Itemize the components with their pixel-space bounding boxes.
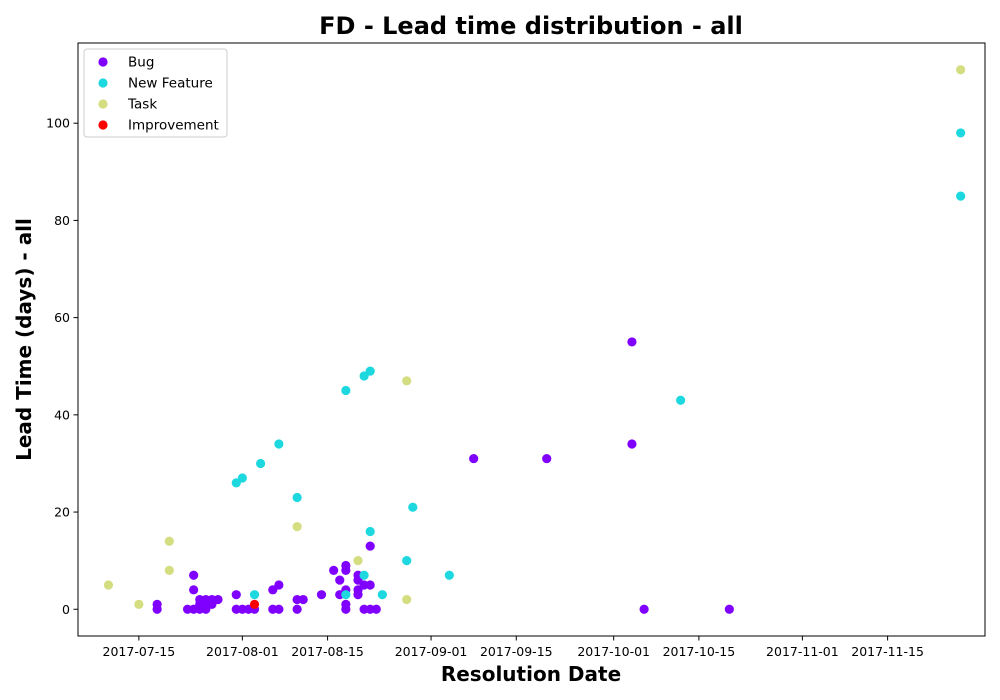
y-tick-label: 80 xyxy=(54,213,70,228)
legend-marker xyxy=(98,57,108,67)
data-point xyxy=(956,65,966,75)
data-point xyxy=(377,590,387,600)
y-tick-label: 0 xyxy=(62,602,70,617)
plot-area xyxy=(103,65,966,614)
data-point xyxy=(134,599,144,610)
data-point xyxy=(189,570,199,580)
x-tick-label: 2017-09-01 xyxy=(395,644,468,659)
data-point xyxy=(724,604,734,614)
x-tick-label: 2017-10-01 xyxy=(577,644,650,659)
data-point xyxy=(341,590,351,600)
legend-label: Task xyxy=(127,97,157,113)
data-point xyxy=(353,556,363,566)
data-point xyxy=(956,128,966,138)
data-point xyxy=(249,590,260,600)
data-point xyxy=(627,439,637,449)
data-point xyxy=(298,594,308,605)
x-tick-label: 2017-11-15 xyxy=(851,644,924,659)
series-improvement xyxy=(249,599,260,610)
data-point xyxy=(956,191,966,201)
legend-label: Bug xyxy=(128,55,154,71)
legend: Bug New Feature Task Improvement xyxy=(83,48,228,138)
data-point xyxy=(469,453,479,464)
data-point xyxy=(256,458,266,469)
series-new-feature xyxy=(231,128,966,600)
data-point xyxy=(164,536,174,546)
legend-box xyxy=(83,48,228,138)
data-point xyxy=(164,565,174,575)
y-axis-label: Lead Time (days) - all xyxy=(12,218,36,461)
data-point xyxy=(676,395,686,405)
x-tick-label: 2017-11-01 xyxy=(766,644,839,659)
data-point xyxy=(231,590,241,600)
legend-marker xyxy=(98,78,108,88)
x-tick-label: 2017-10-15 xyxy=(663,644,736,659)
legend-label: New Feature xyxy=(128,76,213,92)
data-point xyxy=(237,473,247,483)
y-tick-label: 40 xyxy=(54,407,70,422)
plot-frame xyxy=(77,42,986,637)
data-point xyxy=(249,599,260,610)
data-point xyxy=(371,604,381,614)
data-point xyxy=(639,604,649,614)
data-point xyxy=(103,580,114,590)
data-point xyxy=(542,453,552,464)
y-tick-label: 60 xyxy=(54,310,70,325)
legend-label: Improvement xyxy=(128,118,219,134)
x-tick-label: 2017-09-15 xyxy=(480,644,553,659)
x-tick-label: 2017-08-01 xyxy=(206,644,279,659)
data-point xyxy=(274,604,284,614)
data-point xyxy=(152,604,162,614)
data-point xyxy=(274,439,284,449)
data-point xyxy=(627,337,637,347)
x-tick-label: 2017-07-15 xyxy=(103,644,176,659)
data-point xyxy=(213,594,223,605)
data-point xyxy=(402,556,412,566)
data-point xyxy=(335,575,345,585)
data-point xyxy=(292,522,302,532)
data-point xyxy=(402,376,412,386)
data-point xyxy=(189,585,199,595)
series-task xyxy=(103,65,966,610)
legend-marker xyxy=(98,120,108,130)
data-point xyxy=(444,570,454,580)
x-axis: 2017-07-15 2017-08-01 2017-08-15 2017-09-01… xyxy=(103,636,924,659)
data-point xyxy=(341,565,351,575)
data-point xyxy=(292,492,302,503)
data-point xyxy=(365,526,375,537)
data-point xyxy=(341,385,351,396)
chart-title: FD - Lead time distribution - all xyxy=(319,12,743,40)
data-point xyxy=(365,541,375,551)
data-point xyxy=(292,604,302,614)
series-bug xyxy=(152,337,734,614)
y-axis: 0 20 40 60 80 100 xyxy=(46,116,78,617)
legend-marker xyxy=(98,99,108,109)
data-point xyxy=(365,366,375,376)
x-tick-label: 2017-08-15 xyxy=(291,644,364,659)
data-point xyxy=(365,580,375,590)
x-axis-label: Resolution Date xyxy=(441,662,621,686)
data-point xyxy=(353,590,363,600)
data-point xyxy=(402,594,412,605)
data-point xyxy=(274,580,284,590)
data-point xyxy=(359,570,369,580)
data-point xyxy=(316,590,327,600)
data-point xyxy=(408,502,418,512)
data-point xyxy=(341,604,351,614)
y-tick-label: 100 xyxy=(46,116,70,131)
y-tick-label: 20 xyxy=(54,505,70,520)
data-point xyxy=(329,565,339,575)
